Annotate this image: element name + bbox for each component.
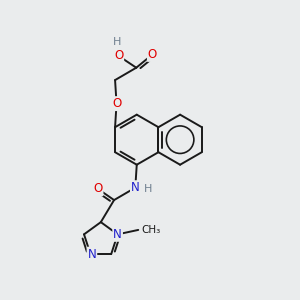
Text: N: N: [113, 228, 122, 241]
Text: O: O: [93, 182, 103, 195]
Text: CH₃: CH₃: [142, 225, 161, 235]
Text: H: H: [113, 37, 121, 47]
Text: O: O: [114, 50, 123, 62]
Text: O: O: [148, 48, 157, 61]
Text: N: N: [131, 181, 140, 194]
Text: O: O: [112, 97, 121, 110]
Text: N: N: [88, 248, 96, 261]
Text: H: H: [143, 184, 152, 194]
